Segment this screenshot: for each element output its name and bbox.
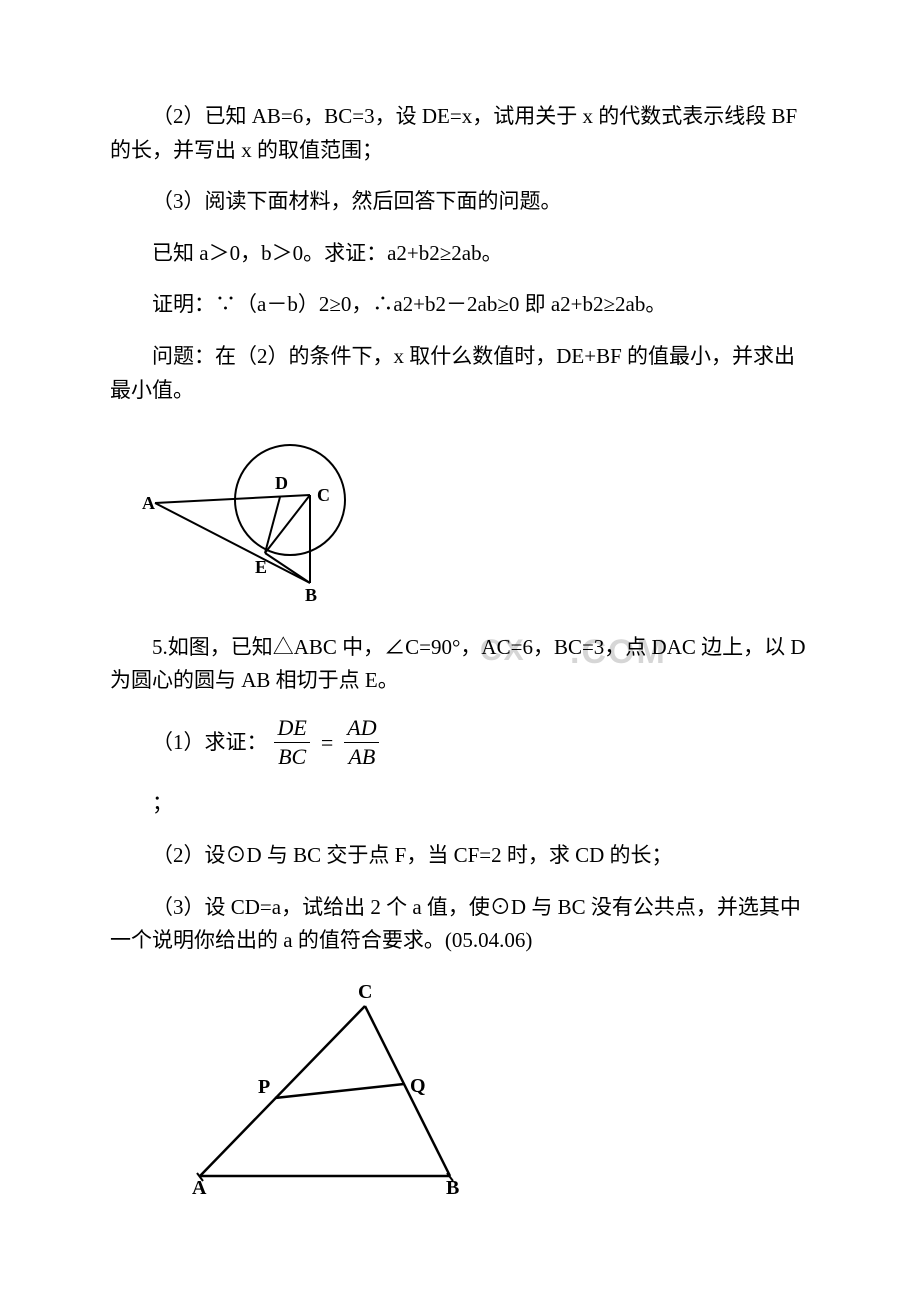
figure-triangle-pq: C P Q A B — [170, 976, 810, 1207]
equals-sign: = — [321, 725, 333, 760]
question-text: 问题：在（2）的条件下，x 取什么数值时，DE+BF 的值最小，并求出最小值。 — [110, 340, 810, 407]
svg-text:C: C — [317, 485, 330, 505]
prove-lead: （1）求证： — [110, 726, 268, 760]
fraction-de-bc: DE BC — [274, 716, 311, 769]
fraction-num-de: DE — [274, 716, 311, 742]
paragraph-2-text: （2）已知 AB=6，BC=3，设 DE=x，试用关于 x 的代数式表示线段 B… — [110, 100, 810, 167]
formula-row: （1）求证： DE BC = AD AB — [110, 716, 810, 769]
svg-text:B: B — [305, 585, 317, 605]
svg-text:A: A — [142, 493, 155, 513]
fraction-den-ab: AB — [344, 742, 379, 769]
svg-text:C: C — [358, 981, 372, 1003]
fraction-num-ad: AD — [343, 716, 380, 742]
semicolon-line: ； — [110, 787, 810, 821]
svg-text:D: D — [275, 473, 288, 493]
figure-circle-triangle: A D C E B — [140, 425, 810, 616]
problem-5-part3: （3）设 CD=a，试给出 2 个 a 值，使⊙D 与 BC 没有公共点，并选其… — [110, 891, 810, 958]
proof-given: 已知 a＞0，b＞0。求证：a2+b2≥2ab。 — [110, 237, 810, 271]
svg-text:P: P — [258, 1076, 270, 1098]
fraction-ad-ab: AD AB — [343, 716, 380, 769]
fraction-den-bc: BC — [274, 742, 310, 769]
problem-5-part2: （2）设⊙D 与 BC 交于点 F，当 CF=2 时，求 CD 的长； — [110, 839, 810, 873]
svg-text:E: E — [255, 557, 267, 577]
svg-text:Q: Q — [410, 1075, 426, 1097]
svg-text:A: A — [192, 1177, 207, 1196]
problem-5-text: 5.如图，已知△ABC 中，∠C=90°，AC=6，BC=3，点 DAC 边上，… — [110, 631, 810, 698]
paragraph-3-heading: （3）阅读下面材料，然后回答下面的问题。 — [110, 185, 810, 219]
proof-body: 证明：∵（a－b）2≥0，∴a2+b2－2ab≥0 即 a2+b2≥2ab。 — [110, 288, 810, 322]
svg-text:B: B — [446, 1177, 459, 1196]
